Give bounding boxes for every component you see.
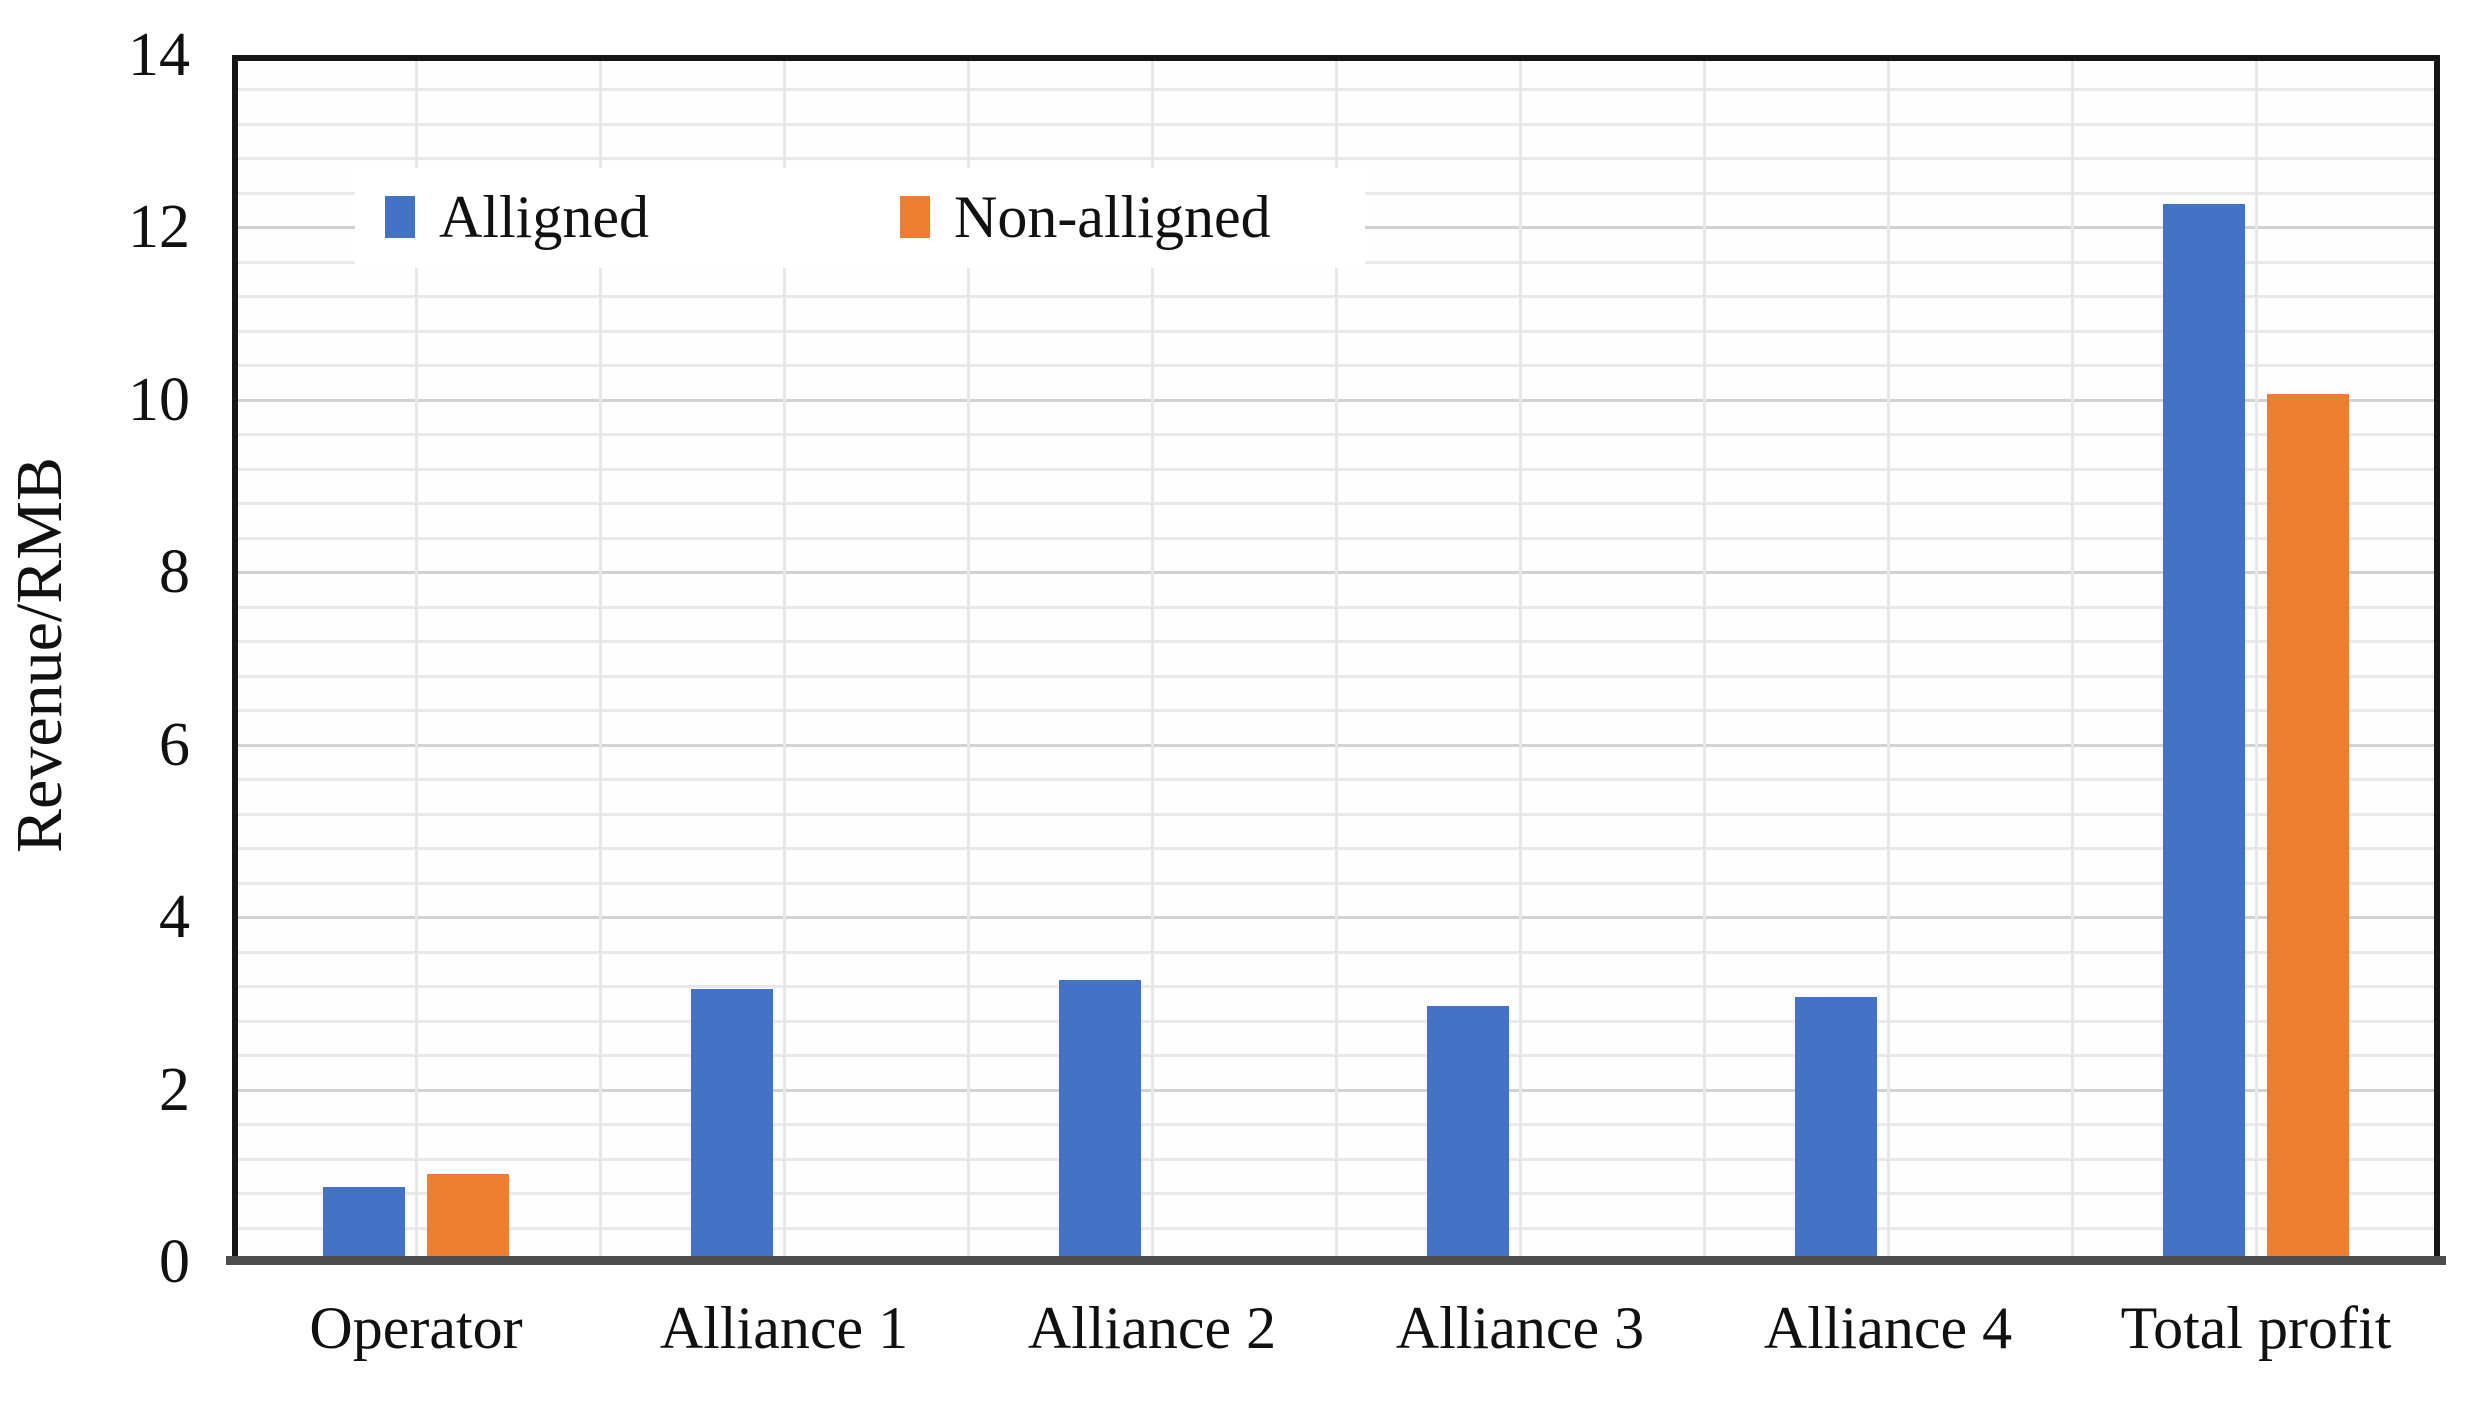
legend-swatch-alligned: [385, 196, 415, 238]
y-tick-label-4: 4: [159, 883, 190, 952]
bar-non-alligned-operator: [427, 1174, 509, 1256]
y-tick-label-14: 14: [128, 21, 190, 89]
legend-background: [355, 168, 1365, 268]
x-category-label-alliance-4: Alliance 4: [1763, 1295, 2013, 1361]
legend-label-alligned: Alligned: [439, 184, 649, 250]
vertical-gridline-7: [1519, 61, 1522, 1256]
vertical-gridline-10: [2071, 61, 2074, 1256]
y-tick-label-10: 10: [128, 365, 190, 434]
x-axis-baseline: [226, 1256, 2446, 1265]
y-tick-label-8: 8: [159, 538, 190, 607]
legend-swatch-non-alligned: [900, 196, 930, 238]
bar-alligned-operator: [323, 1187, 405, 1256]
legend-label-non-alligned: Non-alligned: [954, 184, 1271, 250]
vertical-gridline-1: [415, 61, 418, 1256]
bar-non-alligned-total-profit: [2267, 393, 2349, 1256]
legend-item-alligned: Alligned: [385, 185, 649, 249]
y-axis-title: Revenue/RMB: [3, 457, 76, 853]
vertical-gridline-11: [2255, 61, 2258, 1256]
y-tick-label-2: 2: [159, 1055, 190, 1124]
y-tick-label-6: 6: [159, 710, 190, 779]
vertical-gridline-8: [1703, 61, 1706, 1256]
bar-alligned-total-profit: [2163, 204, 2245, 1256]
y-tick-label-12: 12: [128, 193, 190, 262]
vertical-gridline-3: [783, 61, 786, 1256]
y-tick-label-0: 0: [159, 1228, 190, 1296]
x-category-label-alliance-2: Alliance 2: [1027, 1295, 1277, 1361]
x-category-label-total-profit: Total profit: [2120, 1295, 2392, 1361]
vertical-gridline-5: [1151, 61, 1154, 1256]
vertical-gridline-6: [1335, 61, 1338, 1256]
vertical-gridline-9: [1887, 61, 1890, 1256]
bar-alligned-alliance-1: [691, 988, 773, 1256]
vertical-gridline-4: [967, 61, 970, 1256]
legend-item-non-alligned: Non-alligned: [900, 185, 1271, 249]
bar-alligned-alliance-3: [1427, 1005, 1509, 1256]
x-category-label-operator: Operator: [309, 1295, 523, 1361]
x-category-label-alliance-1: Alliance 1: [659, 1295, 909, 1361]
bar-alligned-alliance-2: [1059, 980, 1141, 1256]
vertical-gridline-2: [599, 61, 602, 1256]
x-category-label-alliance-3: Alliance 3: [1395, 1295, 1645, 1361]
bar-alligned-alliance-4: [1795, 997, 1877, 1256]
